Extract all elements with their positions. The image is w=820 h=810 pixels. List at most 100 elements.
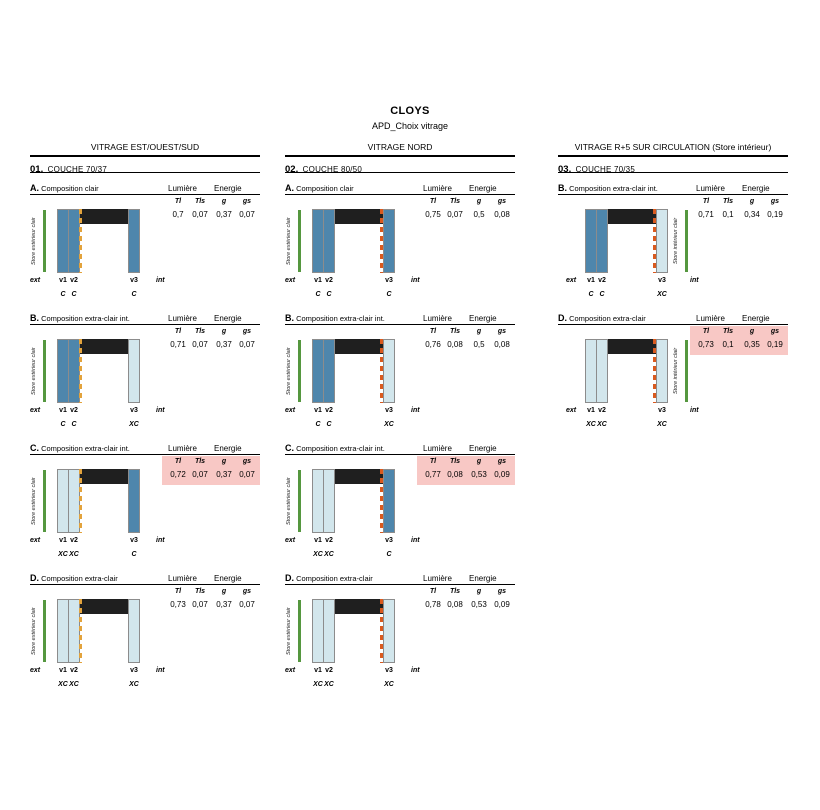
composition-heading: D. Composition extra-clair [558,313,646,323]
metric-value-tls: 0,07 [192,470,208,479]
metric-value-g: 0,37 [216,340,232,349]
composition-title: Composition extra-clair int. [296,314,385,323]
composition-letter: A. [285,183,294,193]
metric-header-g: g [749,198,755,205]
metric-value-tl: 0,71 [698,210,714,219]
metric-value-tl: 0,72 [170,470,186,479]
pane-label-v2: v2 [598,277,606,284]
section-title: COUCHE 80/50 [302,165,362,174]
pane-label-v3: v3 [130,537,138,544]
composition-block: A. Composition clair Lumière Energie Tl … [285,173,515,303]
metric-value-tl: 0,71 [170,340,186,349]
metric-value-gs: 0,07 [239,210,255,219]
int-label: int [156,667,165,674]
pane-type-v3: C [386,291,392,298]
section-divider [285,172,515,173]
spacer-bar [335,209,383,224]
int-label: int [411,667,420,674]
composition-title: Composition extra-clair int. [296,444,385,453]
section-title-row: 01. COUCHE 70/37 [30,157,260,175]
pane-label-v3: v3 [130,667,138,674]
row-divider [285,454,515,455]
row-divider [30,454,260,455]
highlight-box [162,456,260,485]
spacer-bar [608,209,656,224]
pane-label-v1: v1 [59,407,67,414]
ext-label: ext [30,277,41,284]
metric-value-tl: 0,7 [172,210,184,219]
composition-block: B. Composition extra-clair int. Lumière … [30,303,260,433]
highlight-box [690,326,788,355]
pane-type-v2: XC [69,681,79,688]
metric-header-gs: gs [770,328,780,335]
glass-pane-v3 [128,339,140,403]
int-label: int [411,537,420,544]
section-number: 03. [558,164,572,175]
metric-header-gs: gs [497,328,507,335]
pane-type-v3: XC [129,421,139,428]
composition-block: D. Composition extra-clair Lumière Energ… [30,563,260,693]
header-divider [558,155,788,157]
composition-title: Composition extra-clair int. [41,314,130,323]
metric-header-g: g [476,588,482,595]
store-line [298,340,301,402]
page-subtitle: APD_Choix vitrage [371,121,449,131]
energie-header: Energie [214,184,242,193]
metric-value-tls: 0,08 [447,340,463,349]
header-divider [30,155,260,157]
metric-value-gs: 0,09 [494,470,510,479]
metric-header-tls: Tls [194,198,206,205]
pane-label-v3: v3 [385,407,393,414]
metric-header-gs: gs [242,588,252,595]
store-line [43,470,46,532]
metric-header-tl: Tl [429,198,437,205]
composition-block: C. Composition extra-clair int. Lumière … [30,433,260,563]
glass-pane-v3 [383,209,395,273]
pane-type-v1: C [315,291,321,298]
glass-pane-v2 [323,339,335,403]
pane-type-v2: C [71,291,77,298]
pane-label-v2: v2 [70,407,78,414]
row-divider [30,194,260,195]
store-line [685,340,688,402]
metric-header-tls: Tls [194,458,206,465]
pane-type-v3: XC [384,421,394,428]
pane-type-v2: XC [597,421,607,428]
ext-label: ext [285,667,296,674]
composition-heading: D. Composition extra-clair [30,573,118,583]
section-number: 02. [285,164,299,175]
pane-type-v2: C [71,421,77,428]
metric-header-tl: Tl [174,328,182,335]
pane-type-v1: XC [586,421,596,428]
pane-type-v1: XC [58,551,68,558]
pane-label-v1: v1 [314,277,322,284]
glass-pane-v3 [383,469,395,533]
glass-pane-v2 [323,599,335,663]
metric-value-g: 0,37 [216,470,232,479]
pane-label-v1: v1 [314,667,322,674]
coating-dash-line [380,209,383,273]
glass-pane-v2 [596,209,608,273]
energie-header: Energie [469,314,497,323]
lumiere-header: Lumière [168,444,197,453]
column-header: VITRAGE R+5 SUR CIRCULATION (Store intér… [574,142,772,152]
metric-header-tls: Tls [194,328,206,335]
composition-title: Composition extra-clair int. [41,444,130,453]
metric-value-gs: 0,09 [494,600,510,609]
metric-header-gs: gs [770,198,780,205]
metric-header-tl: Tl [429,458,437,465]
metric-value-tl: 0,73 [170,600,186,609]
spacer-bar [608,339,656,354]
spacer-bar [335,469,383,484]
composition-heading: C. Composition extra-clair int. [285,443,385,453]
composition-letter: B. [30,313,39,323]
row-divider [285,324,515,325]
composition-letter: B. [285,313,294,323]
metric-value-tls: 0,08 [447,470,463,479]
glass-pane-v3 [128,209,140,273]
composition-list: A. Composition clair Lumière Energie Tl … [285,173,515,693]
ext-label: ext [285,537,296,544]
metric-header-gs: gs [497,458,507,465]
int-label: int [156,537,165,544]
metric-value-gs: 0,08 [494,340,510,349]
